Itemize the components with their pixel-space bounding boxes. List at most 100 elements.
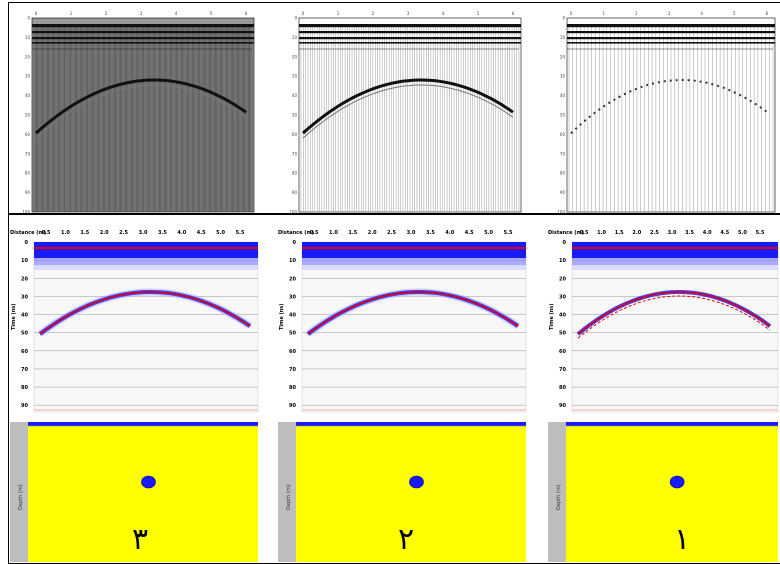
x-tick-label: 4: [700, 11, 703, 16]
radargram-panel-dense: 0 1 2 3 4 5 6 0 10 20 30 40 50 60 70 80 90 100: [18, 8, 258, 214]
y-tick-label: 60: [560, 132, 566, 137]
y-tick-label: 70: [25, 151, 31, 156]
y-tick-label: 70: [559, 367, 566, 373]
x-tick-label: 6: [512, 11, 515, 16]
soil-layer: [566, 422, 778, 562]
x-tick-label: 1: [602, 11, 605, 16]
y-tick-label: 50: [560, 113, 566, 118]
buried-object: [409, 475, 424, 489]
y-tick-label: 60: [559, 349, 566, 355]
reflection-hyperbola-red: [577, 291, 771, 335]
simulation-plot-2: Distance (m)0.5 1.0 1.5 2.0 2.5 3.0 3.5 4.0 4.5 5…: [278, 230, 527, 562]
y-tick-label: 70: [292, 151, 298, 156]
y-tick-label: 10: [25, 35, 31, 40]
x-tick-label: 4.5: [197, 230, 206, 236]
x-tick-label: 4.5: [720, 230, 729, 236]
direct-wave-band: [34, 242, 258, 258]
x-tick-label: 0.5: [310, 230, 319, 236]
x-tick-label: 5: [733, 11, 736, 16]
x-tick-label: 2.5: [119, 230, 128, 236]
radargram-area: [301, 241, 527, 413]
direct-wave-band: [572, 242, 778, 258]
depth-axis-strip: [10, 422, 28, 562]
x-tick-label: 4.0: [445, 230, 454, 236]
simulation-plot-3: Distance (m)0.5 1.0 1.5 2.0 2.5 3.0 3.5 4.0 4.5 5…: [10, 230, 259, 562]
x-tick-label: 5.0: [738, 230, 747, 236]
y-tick-label: 60: [21, 349, 28, 355]
y-tick-label: 60: [289, 349, 296, 355]
x-tick-label: 2.0: [100, 230, 109, 236]
y-tick-label: 50: [25, 113, 31, 118]
y-tick-label: 30: [559, 294, 566, 300]
x-tick-label: 4.0: [177, 230, 186, 236]
x-tick-label: 5.0: [484, 230, 493, 236]
y-tick-label: 50: [21, 331, 28, 337]
direct-wave-band: [567, 24, 775, 28]
x-tick-label: 5: [477, 11, 480, 16]
x-tick-label: 3.5: [158, 230, 167, 236]
x-tick-label: 1.5: [615, 230, 624, 236]
y-tick-label: 100: [557, 210, 565, 215]
direct-wave-band: [32, 31, 254, 34]
y-tick-label: 40: [25, 93, 31, 98]
y-tick-label: 0: [293, 240, 297, 246]
radargram-panel-sparse: 0 1 2 3 4 5 6 0 10 20 30 40 50 60 70 80 90 100: [553, 8, 779, 214]
x-tick-label: 3.0: [407, 230, 416, 236]
direct-wave-fade: [34, 258, 258, 265]
reflection-hyperbola-echo: [302, 84, 514, 139]
x-tick-label: 1: [337, 11, 340, 16]
y-tick-label: 40: [289, 313, 296, 319]
y-tick-label: 50: [559, 331, 566, 337]
direct-wave-band: [299, 24, 521, 28]
direct-wave-fade: [302, 258, 526, 265]
y-tick-label: 80: [559, 385, 566, 391]
x-tick-label: 2.5: [650, 230, 659, 236]
x-tick-label: 3: [407, 11, 410, 16]
y-tick-label: 90: [559, 403, 566, 409]
radargram-area: [33, 241, 259, 413]
direct-wave-band: [32, 37, 254, 40]
y-tick-label: 10: [560, 35, 566, 40]
simulation-panel-2: Distance (m) 0.5 1.0 1.5 2.0 2.5 3.0 3.5 4.0 4.5 5…: [278, 220, 528, 562]
y-tick-label: 70: [560, 151, 566, 156]
y-tick-label: 40: [292, 93, 298, 98]
y-tick-label: 90: [289, 403, 296, 409]
y-tick-label: 30: [21, 294, 28, 300]
x-tick-label: 5.5: [504, 230, 513, 236]
x-tick-label: 1: [70, 11, 73, 16]
depth-axis-label: Depth (m): [286, 484, 292, 510]
y-tick-label: 20: [21, 276, 28, 282]
y-tick-label: 30: [292, 74, 298, 79]
y-tick-label: 0: [27, 16, 30, 21]
reflection-hyperbola-second: [577, 295, 771, 339]
x-tick-label: 4: [442, 11, 445, 16]
y-tick-label: 10: [292, 35, 298, 40]
air-layer: [296, 422, 526, 426]
radargram-area: [571, 241, 779, 413]
air-layer: [28, 422, 258, 426]
y-tick-label: 60: [25, 132, 31, 137]
y-tick-label: 100: [22, 210, 30, 215]
y-tick-label: 90: [560, 190, 566, 195]
x-tick-label: 1.5: [348, 230, 357, 236]
direct-wave-band: [302, 242, 526, 258]
y-tick-label: 50: [292, 113, 298, 118]
y-tick-label: 30: [25, 74, 31, 79]
x-tick-label: 2: [105, 11, 108, 16]
soil-layer: [296, 422, 526, 562]
y-tick-label: 0: [562, 16, 565, 21]
direct-wave-band: [32, 24, 254, 28]
y-tick-label: 10: [289, 258, 296, 264]
simulation-panel-1: Distance (m) 0.5 1.0 1.5 2.0 2.5 3.0 3.5 4.0 4.5 5…: [548, 220, 780, 562]
panel-numeral-3: ٣: [132, 522, 149, 557]
buried-object: [141, 475, 156, 489]
direct-wave-band: [32, 42, 254, 44]
direct-wave-band: [567, 31, 775, 34]
y-tick-label: 40: [21, 313, 28, 319]
y-tick-label: 30: [560, 74, 566, 79]
soil-layer: [28, 422, 258, 562]
y-tick-label: 40: [560, 93, 566, 98]
y-tick-label: 10: [21, 258, 28, 264]
